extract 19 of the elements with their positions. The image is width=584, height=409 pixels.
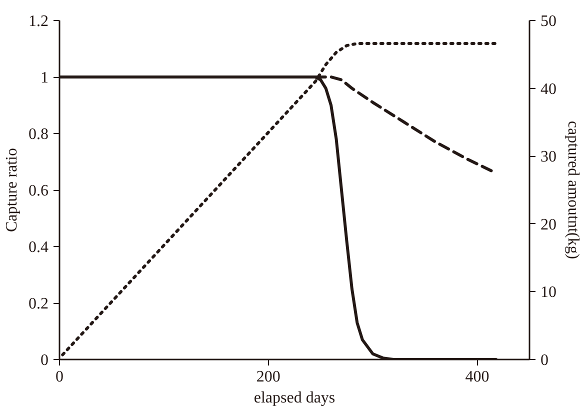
y2-tick-label: 0 (540, 352, 548, 369)
y2-tick-label: 20 (540, 216, 556, 234)
y-tick-label: 0.8 (28, 126, 48, 143)
y-tick-label: 0.2 (28, 296, 48, 312)
y-tick-label: 0.4 (28, 239, 48, 256)
x-axis-title: elapsed days (254, 390, 336, 406)
y-tick-label: 1 (40, 70, 48, 86)
y2-tick-label: 50 (540, 13, 556, 30)
x-tick-label: 0 (56, 368, 64, 386)
x-tick-label: 200 (256, 368, 280, 386)
y-tick-label: 0.6 (28, 182, 48, 200)
y-axis-title: Capture ratio (4, 148, 20, 232)
y-tick-label: 0 (40, 352, 48, 369)
y2-tick-label: 40 (540, 80, 556, 98)
y2-tick-label: 30 (540, 148, 556, 166)
y2-tick-label: 10 (540, 284, 556, 302)
y2-axis-title: captured amoutnt(kg) (564, 120, 582, 260)
y-tick-label: 1.2 (28, 13, 48, 30)
x-tick-label: 400 (465, 368, 490, 386)
